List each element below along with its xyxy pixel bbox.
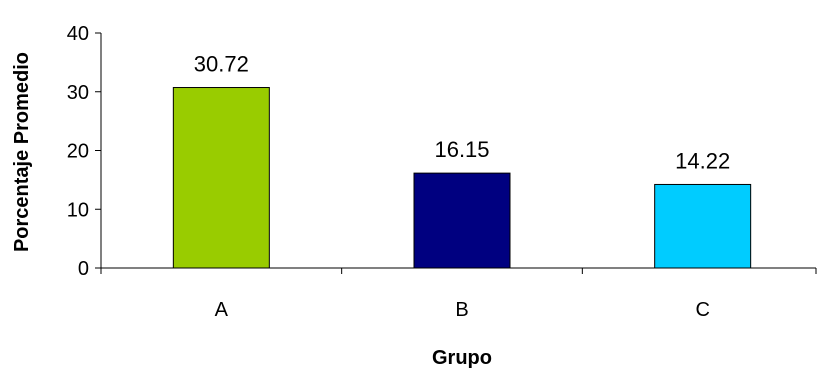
data-label-a: 30.72	[194, 52, 249, 77]
x-axis-title: Grupo	[432, 347, 492, 369]
x-ticks-group: A B C	[100, 268, 817, 321]
y-tick-label: 0	[78, 258, 89, 280]
y-tick-label: 10	[67, 199, 89, 221]
y-tick-label: 30	[67, 82, 89, 104]
y-ticks-group: 0 10 20 30 40	[67, 23, 101, 280]
y-tick-label: 20	[67, 141, 89, 163]
x-tick-label-c: C	[695, 299, 709, 321]
x-tick-label-a: A	[215, 299, 229, 321]
bar-c	[654, 183, 752, 269]
y-axis-title: Porcentaje Promedio	[11, 52, 33, 252]
data-label-b: 16.15	[434, 137, 489, 162]
bar-b	[413, 172, 511, 269]
data-label-c: 14.22	[675, 148, 730, 173]
data-labels-group: 30.72 16.15 14.22	[194, 52, 730, 174]
bar-a	[172, 87, 270, 269]
bars-group	[172, 87, 752, 269]
x-tick-label-b: B	[455, 299, 468, 321]
y-tick-label: 40	[67, 23, 89, 45]
